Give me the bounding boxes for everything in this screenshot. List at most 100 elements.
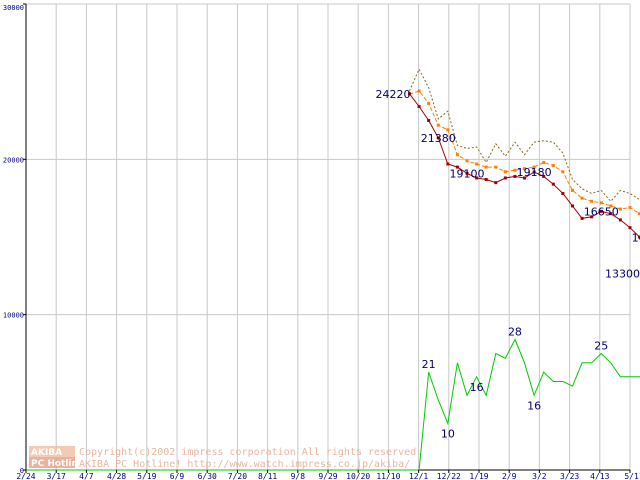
x-tick-label: 7/20	[228, 472, 247, 480]
x-tick-label: 2/24	[16, 472, 35, 480]
series-layer	[26, 68, 640, 471]
data-point	[580, 216, 584, 220]
data-label: 16650	[584, 205, 619, 218]
data-labels: 24220 21380 19100 19180 16650 14960 13300 21 10 1…	[375, 88, 640, 441]
data-label: 16	[527, 399, 541, 412]
x-tick-label: 3/17	[47, 472, 66, 480]
data-point	[417, 89, 421, 93]
data-point	[494, 181, 498, 185]
data-label: 21380	[421, 132, 456, 145]
series-line-number-of-shops	[409, 338, 640, 471]
data-point	[484, 178, 488, 182]
data-point	[503, 176, 507, 180]
data-point	[542, 160, 546, 164]
data-point	[542, 174, 546, 178]
data-point	[407, 92, 411, 96]
data-label: 25	[594, 340, 608, 353]
watermark-logo-bottom	[29, 457, 75, 468]
x-tick-label: 5/11	[624, 472, 640, 480]
x-tick-label: 9/29	[318, 472, 337, 480]
data-point	[609, 212, 613, 216]
x-tick-label: 4/13	[590, 472, 609, 480]
x-tick-label: 9/8	[291, 472, 306, 480]
data-point	[551, 164, 555, 168]
data-point	[475, 176, 479, 180]
x-tick-label: 4/7	[79, 472, 94, 480]
x-axis: 2/24 3/17 4/7 4/28 5/19 6/9 6/30 7/20 8/11 9/8 9/2…	[16, 470, 640, 480]
series-line-price-upper-range	[409, 68, 640, 203]
data-point	[551, 182, 555, 186]
x-tick-label: 1/19	[469, 472, 488, 480]
watermark-logo-top-text: AKIBA	[31, 448, 62, 458]
x-tick-label: 3/2	[532, 472, 547, 480]
data-point	[590, 199, 594, 203]
data-point	[446, 162, 450, 166]
data-point	[427, 119, 431, 122]
data-point	[532, 165, 536, 169]
data-point	[561, 170, 565, 174]
x-tick-label: 11/10	[376, 472, 400, 480]
y-tick-label: 0	[20, 467, 24, 475]
y-axis: 0 10000 20000 30000	[3, 3, 26, 475]
data-point	[570, 188, 574, 192]
data-point	[503, 170, 507, 174]
data-point	[417, 105, 421, 109]
data-point	[638, 212, 640, 216]
data-point	[465, 159, 469, 163]
data-point	[475, 162, 479, 166]
data-point	[523, 167, 527, 171]
data-label: 19100	[450, 167, 485, 180]
data-point	[513, 174, 517, 178]
data-point	[446, 128, 450, 132]
data-label: 13300	[605, 267, 640, 280]
x-tick-label: 8/11	[258, 472, 277, 480]
data-point	[628, 226, 632, 230]
x-tick-label: 12/1	[409, 472, 428, 480]
data-label: 14960	[632, 232, 640, 245]
watermark-url: AKIBA PC Hotline! http://www.watch.impre…	[79, 459, 410, 470]
x-tick-label: 12/22	[437, 472, 461, 480]
data-point	[513, 168, 517, 172]
data-label: 24220	[375, 88, 410, 101]
data-point	[532, 170, 536, 174]
x-tick-label: 5/19	[137, 472, 156, 480]
data-point	[638, 235, 640, 239]
watermark-copyright: Copyright(c)2002 impress corporation All…	[79, 447, 422, 458]
data-label: 19180	[517, 166, 552, 179]
data-label: 28	[508, 326, 522, 339]
x-tick-label: 2/9	[502, 472, 517, 480]
data-point	[590, 215, 594, 219]
data-point	[494, 165, 498, 169]
data-point	[455, 153, 459, 157]
y-tick-label: 30000	[3, 4, 24, 12]
watermark: AKIBA PC Hotline! Copyright(c)2002 impre…	[29, 446, 422, 470]
x-tick-label: 4/28	[107, 472, 126, 480]
data-label: 21	[422, 358, 436, 371]
x-tick-label: 6/9	[170, 472, 185, 480]
x-tick-label: 6/30	[198, 472, 217, 480]
data-point	[628, 205, 632, 209]
data-point	[599, 201, 603, 205]
data-point	[523, 176, 527, 180]
data-point	[618, 207, 622, 211]
data-point	[609, 204, 613, 208]
watermark-logo-top	[29, 446, 75, 457]
data-point	[580, 196, 584, 200]
x-tick-label: 3/23	[560, 472, 579, 480]
y-tick-label: 10000	[3, 312, 24, 320]
data-label: 10	[441, 427, 455, 440]
data-point	[570, 204, 574, 208]
data-point	[599, 209, 603, 213]
data-point	[455, 165, 459, 169]
data-label: 16	[470, 381, 484, 394]
x-tick-label: 10/20	[346, 472, 370, 480]
watermark-logo-bottom-text: PC Hotline!	[31, 459, 88, 469]
data-point	[427, 101, 431, 105]
data-point	[465, 171, 469, 175]
data-point	[484, 165, 488, 169]
data-point	[561, 192, 565, 196]
data-point	[436, 123, 440, 127]
data-point	[436, 136, 440, 140]
grid-lines	[25, 3, 631, 471]
